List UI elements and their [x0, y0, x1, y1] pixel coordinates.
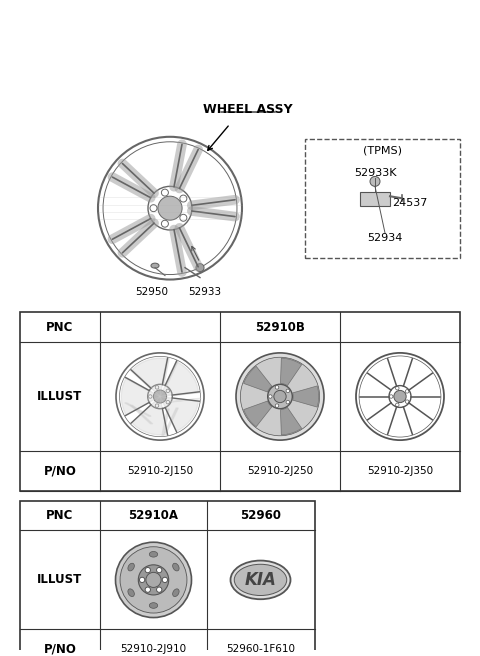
- Circle shape: [139, 577, 145, 583]
- Ellipse shape: [149, 603, 157, 608]
- Text: 52910A: 52910A: [129, 509, 179, 522]
- Circle shape: [155, 404, 159, 407]
- Text: 52910B: 52910B: [255, 321, 305, 334]
- Ellipse shape: [173, 589, 179, 596]
- Circle shape: [196, 264, 204, 272]
- Ellipse shape: [230, 561, 290, 599]
- Polygon shape: [132, 358, 167, 396]
- Circle shape: [274, 390, 286, 403]
- Circle shape: [145, 587, 150, 592]
- Ellipse shape: [151, 263, 159, 268]
- Polygon shape: [244, 401, 272, 427]
- Text: ILLUST: ILLUST: [37, 573, 83, 586]
- Polygon shape: [160, 362, 198, 396]
- Circle shape: [275, 386, 279, 389]
- Text: KIA: KIA: [245, 571, 276, 589]
- Polygon shape: [293, 386, 319, 407]
- Circle shape: [166, 400, 169, 404]
- Text: 52960-1F610: 52960-1F610: [226, 644, 295, 654]
- Circle shape: [150, 205, 157, 212]
- Circle shape: [146, 572, 161, 587]
- Polygon shape: [160, 396, 198, 431]
- Bar: [20, 312, 460, 491]
- Circle shape: [145, 567, 150, 573]
- Text: 24537: 24537: [392, 198, 428, 208]
- Text: 52933: 52933: [189, 287, 222, 297]
- Ellipse shape: [128, 589, 134, 596]
- Text: P/NO: P/NO: [44, 464, 76, 478]
- Circle shape: [138, 565, 168, 595]
- Circle shape: [161, 189, 168, 196]
- Ellipse shape: [173, 564, 179, 571]
- Bar: [20, 501, 315, 656]
- Polygon shape: [280, 358, 301, 386]
- Text: (TPMS): (TPMS): [363, 146, 402, 155]
- Text: PNC: PNC: [46, 509, 74, 522]
- Circle shape: [180, 215, 187, 221]
- Circle shape: [120, 546, 187, 613]
- Text: 52933K: 52933K: [354, 169, 396, 178]
- Polygon shape: [280, 407, 301, 435]
- Bar: [360, 192, 390, 206]
- Circle shape: [166, 389, 169, 392]
- Circle shape: [370, 176, 380, 186]
- Ellipse shape: [234, 564, 287, 596]
- Polygon shape: [121, 378, 160, 415]
- Circle shape: [268, 384, 292, 409]
- Circle shape: [396, 403, 399, 407]
- Circle shape: [286, 389, 289, 392]
- Circle shape: [161, 220, 168, 227]
- Text: ILLUST: ILLUST: [37, 390, 83, 403]
- Circle shape: [286, 400, 289, 404]
- Text: 52910-2J910: 52910-2J910: [120, 644, 187, 654]
- Text: 52910-2J150: 52910-2J150: [127, 466, 193, 476]
- Text: 52960: 52960: [240, 509, 281, 522]
- Circle shape: [180, 195, 187, 202]
- Circle shape: [158, 196, 182, 220]
- Circle shape: [269, 395, 272, 398]
- Circle shape: [162, 577, 168, 583]
- Circle shape: [149, 395, 152, 398]
- Text: PNC: PNC: [46, 321, 74, 334]
- Circle shape: [405, 400, 409, 403]
- Circle shape: [156, 567, 162, 573]
- Text: 52950: 52950: [135, 287, 168, 297]
- Circle shape: [394, 390, 406, 403]
- Text: 52934: 52934: [367, 233, 403, 243]
- Text: WHEEL ASSY: WHEEL ASSY: [203, 102, 293, 115]
- Circle shape: [396, 386, 399, 390]
- Circle shape: [154, 390, 167, 403]
- Circle shape: [236, 353, 324, 440]
- Circle shape: [240, 358, 320, 436]
- Ellipse shape: [128, 564, 134, 571]
- Text: 52910-2J350: 52910-2J350: [367, 466, 433, 476]
- Polygon shape: [132, 396, 167, 435]
- Text: 52910-2J250: 52910-2J250: [247, 466, 313, 476]
- Ellipse shape: [149, 552, 157, 557]
- Text: P/NO: P/NO: [44, 643, 76, 656]
- Circle shape: [275, 404, 279, 407]
- FancyBboxPatch shape: [305, 139, 460, 258]
- Circle shape: [116, 543, 192, 617]
- Circle shape: [405, 390, 409, 393]
- Circle shape: [389, 395, 393, 398]
- Circle shape: [156, 587, 162, 592]
- Polygon shape: [244, 366, 272, 392]
- Circle shape: [155, 386, 159, 389]
